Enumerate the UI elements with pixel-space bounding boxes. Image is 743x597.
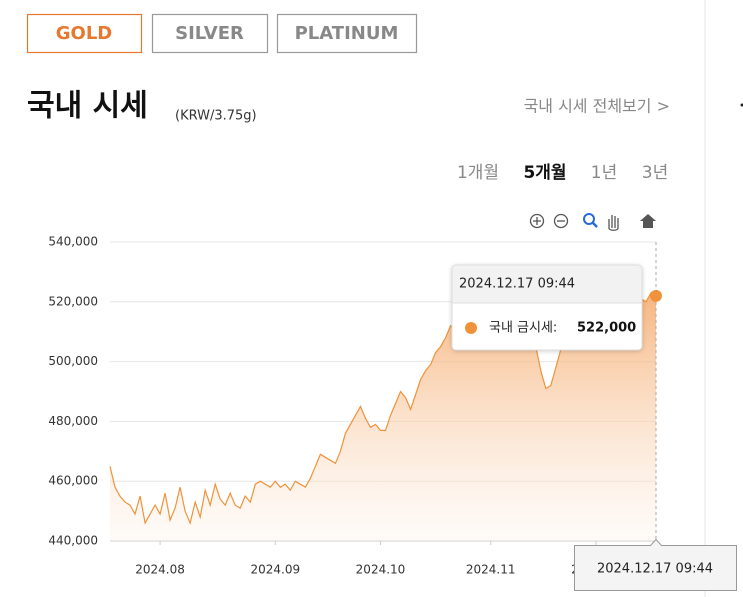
tooltip-header <box>452 265 642 303</box>
heading-unit: (KRW/3.75g) <box>175 109 257 124</box>
crosshair-label-box <box>574 538 737 591</box>
chart-toolbar <box>529 213 656 231</box>
reset-icon[interactable] <box>640 214 656 228</box>
pan-icon[interactable] <box>608 215 619 231</box>
zoom-out-icon[interactable] <box>553 213 569 229</box>
y-tick-label: 540,000 <box>48 235 98 249</box>
range-button[interactable]: 1개월 <box>457 163 499 183</box>
y-tick-label: 460,000 <box>48 474 98 488</box>
tooltip-marker <box>465 322 477 334</box>
y-tick-label: 480,000 <box>48 414 98 428</box>
crosshair-label: 2024.12.17 09:44 <box>597 562 713 577</box>
heading-title: 국내 시세 <box>27 89 148 124</box>
range-button[interactable]: 5개월 <box>523 163 566 183</box>
range-button[interactable]: 3년 <box>642 163 668 183</box>
y-tick-label: 440,000 <box>48 534 98 548</box>
tab-label[interactable]: SILVER <box>175 23 244 44</box>
area <box>110 292 656 541</box>
tab[interactable] <box>151 13 269 54</box>
x-tick-label: 2024.09 <box>250 563 300 577</box>
y-tick-label: 520,000 <box>48 294 98 308</box>
tooltip-value: 522,000 <box>577 321 636 336</box>
tab[interactable] <box>276 13 418 54</box>
tooltip-date: 2024.12.17 09:44 <box>459 277 575 292</box>
x-tick-label: 2024.10 <box>356 563 406 577</box>
tooltip-label: 국내 금시세: <box>489 321 557 336</box>
tab-label[interactable]: GOLD <box>56 23 113 44</box>
range-button[interactable]: 1년 <box>591 163 617 183</box>
x-tick-label: 2024.11 <box>466 563 516 577</box>
x-tick-label: 2024.08 <box>135 563 185 577</box>
zoom-in-icon[interactable] <box>529 213 545 229</box>
tab[interactable] <box>26 13 143 54</box>
highlight-point <box>650 289 662 302</box>
zoom-select-icon[interactable] <box>583 213 595 225</box>
view-all-link[interactable]: 국내 시세 전체보기 > <box>524 97 670 116</box>
y-tick-label: 500,000 <box>48 354 98 368</box>
tab-label[interactable]: PLATINUM <box>295 23 399 44</box>
dot <box>740 103 743 107</box>
